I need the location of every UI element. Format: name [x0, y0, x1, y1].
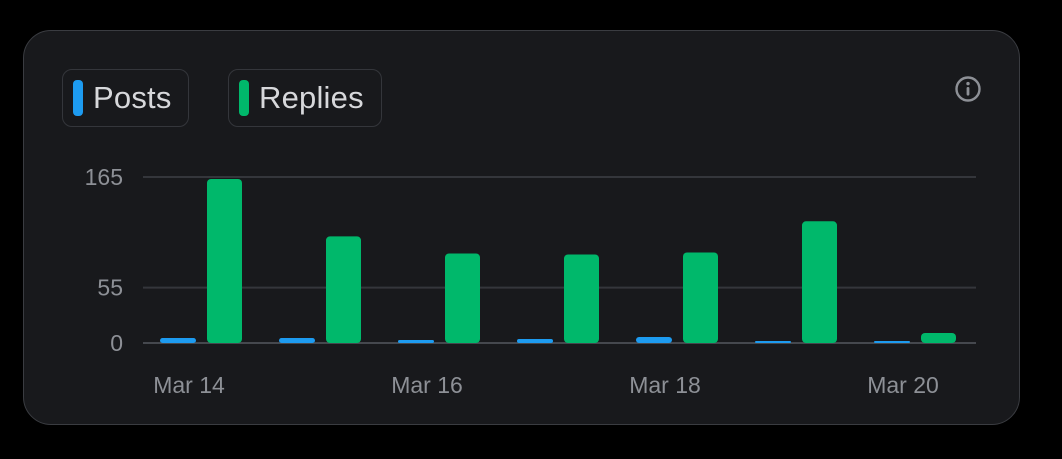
x-tick-layer: Mar 14 Mar 16 Mar 18 Mar 20: [153, 372, 939, 398]
posts-swatch: [73, 80, 83, 116]
replies-bar: [564, 254, 599, 343]
posts-bar: [874, 341, 910, 343]
posts-bar: [517, 338, 553, 343]
replies-bar: [683, 252, 718, 343]
info-circle-icon[interactable]: [954, 75, 982, 103]
x-tick-label: Mar 14: [153, 372, 225, 398]
legend-label-posts: Posts: [93, 80, 172, 115]
y-tick-layer: 0 55 165: [85, 164, 123, 356]
replies-bar: [326, 236, 361, 343]
legend-toggle-posts[interactable]: Posts: [62, 69, 189, 127]
y-tick-label: 0: [110, 330, 123, 356]
replies-bar: [802, 221, 837, 343]
posts-bar: [755, 340, 791, 343]
posts-bar: [398, 339, 434, 343]
legend-toggle-replies[interactable]: Replies: [228, 69, 382, 127]
y-tick-label: 55: [97, 275, 123, 301]
replies-bar: [207, 179, 242, 343]
replies-swatch: [239, 80, 249, 116]
grid-layer: [143, 176, 976, 344]
x-tick-label: Mar 20: [867, 372, 939, 398]
posts-bar: [636, 336, 672, 343]
replies-bar: [921, 332, 956, 343]
replies-bar: [445, 253, 480, 343]
y-tick-label: 165: [85, 164, 123, 190]
x-tick-label: Mar 16: [391, 372, 463, 398]
bar-layer: [160, 179, 956, 343]
x-tick-label: Mar 18: [629, 372, 701, 398]
legend-label-replies: Replies: [259, 80, 364, 115]
posts-bar: [279, 337, 315, 343]
chart-card: Posts Replies: [23, 30, 1020, 425]
posts-bar: [160, 337, 196, 343]
